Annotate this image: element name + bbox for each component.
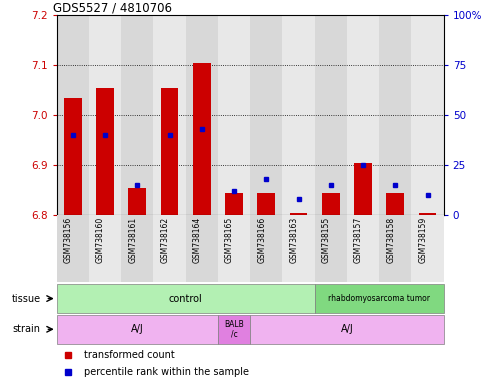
Bar (250, 215, 282, 282)
Bar (64, 98, 82, 215)
Text: rhabdomyosarcoma tumor: rhabdomyosarcoma tumor (328, 294, 430, 303)
Text: BALB
/c: BALB /c (224, 319, 244, 339)
Bar (129, 188, 146, 215)
Bar (89, 215, 121, 282)
Bar (290, 213, 308, 215)
Bar (96, 88, 114, 215)
Bar (193, 63, 211, 215)
Bar (161, 88, 178, 215)
Bar (121, 215, 153, 282)
Text: GSM738164: GSM738164 (193, 217, 202, 263)
Bar (257, 193, 275, 215)
Bar (218, 315, 250, 344)
Bar (218, 15, 250, 215)
Text: GSM738162: GSM738162 (161, 217, 170, 263)
Bar (412, 215, 444, 282)
Bar (57, 284, 315, 313)
Bar (250, 315, 444, 344)
Bar (322, 193, 340, 215)
Bar (347, 15, 379, 215)
Bar (315, 284, 444, 313)
Bar (218, 215, 250, 282)
Bar (57, 315, 218, 344)
Text: GDS5527 / 4810706: GDS5527 / 4810706 (53, 1, 172, 14)
Text: A/J: A/J (341, 324, 353, 334)
Bar (282, 15, 315, 215)
Text: control: control (169, 293, 203, 304)
Text: GSM738165: GSM738165 (225, 217, 234, 263)
Bar (419, 213, 436, 215)
Bar (315, 215, 347, 282)
Bar (186, 15, 218, 215)
Text: GSM738163: GSM738163 (289, 217, 299, 263)
Bar (250, 15, 282, 215)
Text: GSM738158: GSM738158 (387, 217, 395, 263)
Bar (347, 215, 379, 282)
Bar (354, 163, 372, 215)
Bar (186, 215, 218, 282)
Text: percentile rank within the sample: percentile rank within the sample (84, 366, 249, 377)
Bar (57, 15, 89, 215)
Text: tissue: tissue (11, 293, 40, 304)
Bar (379, 215, 412, 282)
Bar (387, 193, 404, 215)
Text: GSM738161: GSM738161 (128, 217, 138, 263)
Text: GSM738159: GSM738159 (419, 217, 427, 263)
Bar (379, 15, 412, 215)
Bar (225, 193, 243, 215)
Bar (57, 215, 89, 282)
Bar (282, 215, 315, 282)
Bar (315, 15, 347, 215)
Text: GSM738155: GSM738155 (322, 217, 331, 263)
Bar (89, 15, 121, 215)
Bar (153, 215, 186, 282)
Bar (121, 15, 153, 215)
Bar (153, 15, 186, 215)
Text: strain: strain (12, 324, 40, 334)
Text: transformed count: transformed count (84, 350, 175, 360)
Bar (412, 15, 444, 215)
Text: GSM738166: GSM738166 (257, 217, 266, 263)
Text: A/J: A/J (131, 324, 143, 334)
Text: GSM738157: GSM738157 (354, 217, 363, 263)
Text: GSM738160: GSM738160 (96, 217, 105, 263)
Text: GSM738156: GSM738156 (64, 217, 73, 263)
